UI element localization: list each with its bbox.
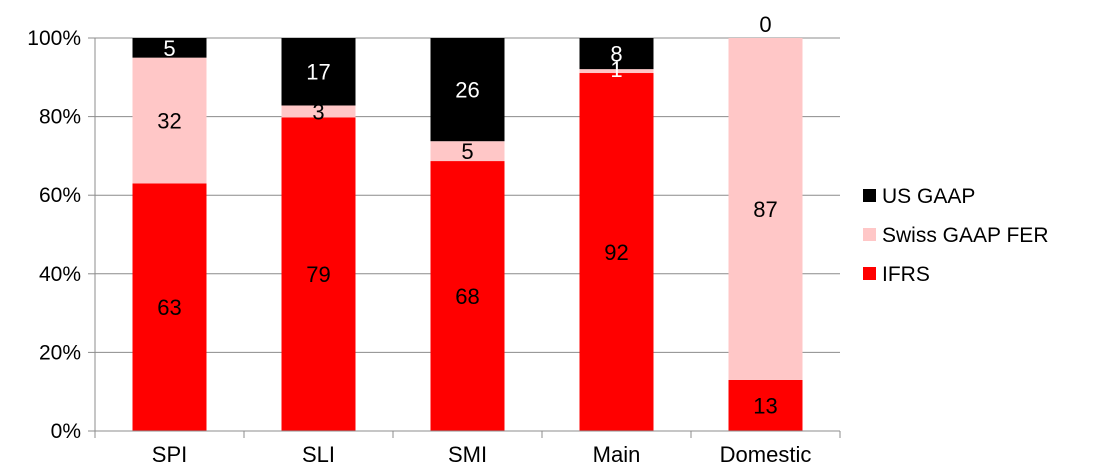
data-label: 92: [604, 240, 628, 265]
bar-segment: [430, 161, 505, 431]
x-tick-label: SPI: [152, 442, 187, 467]
bar-segment: [281, 38, 356, 106]
x-tick-label: Domestic: [720, 442, 812, 467]
y-tick-label: 100%: [27, 27, 81, 50]
legend-swatch: [863, 267, 876, 280]
bar-segment: [728, 38, 803, 380]
x-tick-label: Main: [593, 442, 641, 467]
data-label: 13: [753, 393, 777, 418]
legend: US GAAP Swiss GAAP FER IFRS: [863, 185, 1048, 286]
bar-segment: [281, 117, 356, 432]
axes: 0% 20% 40% 60% 80% 100% SPI SLI SMI Main Domestic: [27, 27, 841, 467]
data-label: 8: [610, 42, 622, 67]
bars: [132, 38, 803, 432]
data-label: 63: [157, 295, 181, 320]
bar-segment: [132, 183, 207, 431]
y-tick-label: 40%: [39, 263, 81, 286]
x-tick-label: SMI: [448, 442, 487, 467]
bar-segment: [579, 73, 654, 431]
bar-segment: [132, 57, 207, 184]
data-label: 5: [163, 36, 175, 61]
legend-label: IFRS: [882, 263, 930, 286]
bar-segment: [579, 38, 654, 70]
data-label: 5: [461, 139, 473, 164]
y-tick-label: 60%: [39, 184, 81, 207]
data-labels: 63 32 5 79 3 17 68 5 26 92 18 13 87 0: [157, 12, 777, 418]
legend-label: Swiss GAAP FER: [882, 224, 1048, 247]
legend-label: US GAAP: [882, 185, 975, 208]
bar-segment: [728, 379, 803, 431]
data-label: 87: [753, 197, 777, 222]
data-label: 3: [312, 99, 324, 124]
legend-swatch: [863, 228, 876, 241]
data-label: 68: [455, 284, 479, 309]
data-label: 0: [759, 12, 771, 37]
bar-segment: [281, 105, 356, 118]
bar-segment: [132, 38, 207, 58]
bar-segment: [579, 69, 654, 74]
data-label: 17: [306, 60, 330, 85]
legend-swatch: [863, 189, 876, 202]
y-tick-label: 80%: [39, 106, 81, 129]
y-tick-label: 20%: [39, 341, 81, 364]
x-tick-label: SLI: [302, 442, 335, 467]
data-label: 79: [306, 262, 330, 287]
data-label: 1: [610, 57, 622, 82]
bar-segment: [430, 38, 505, 142]
y-tick-label: 0%: [51, 420, 81, 443]
bar-segment: [430, 141, 505, 162]
data-label: 32: [157, 109, 181, 134]
data-label: 26: [455, 78, 479, 103]
